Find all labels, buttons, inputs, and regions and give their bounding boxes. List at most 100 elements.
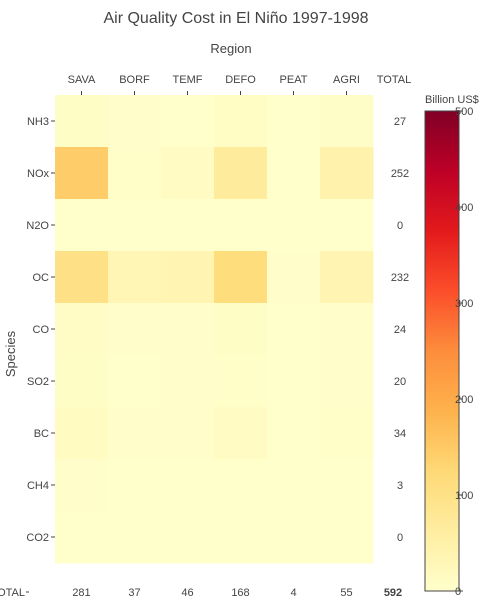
totals: 27 252 0 232 24 20 34 3 0 281 37 46 168 4 55 592	[72, 116, 409, 599]
row-total: 232	[391, 272, 409, 284]
x-tick-label: BORF	[119, 74, 150, 86]
x-axis-title: Region	[210, 41, 251, 56]
row-total: 0	[397, 532, 403, 544]
colorbar-ticks: 0 100 200 300 400 500	[455, 106, 473, 598]
x-tick-label: SAVA	[68, 74, 96, 86]
colorbar-tick-label: 400	[455, 202, 473, 214]
heatmap-cell	[267, 251, 321, 304]
colorbar-title: Billion US$	[425, 94, 479, 106]
grand-total: 592	[384, 587, 402, 599]
row-total: 24	[394, 324, 406, 336]
colorbar-tick-label: 0	[455, 586, 461, 598]
x-axis-ticks: SAVA BORF TEMF DEFO PEAT AGRI	[68, 74, 360, 95]
heatmap-cell	[214, 147, 268, 200]
y-tick-label: SO2	[27, 376, 49, 388]
heatmap-cell	[108, 303, 162, 356]
colorbar-tick-label: 100	[455, 490, 473, 502]
column-total: 37	[128, 587, 140, 599]
heatmap-cell	[267, 95, 321, 148]
heatmap-cell	[55, 95, 109, 148]
heatmap-cell	[267, 147, 321, 200]
heatmap-cell	[214, 303, 268, 356]
heatmap-cell	[320, 407, 374, 460]
row-total: 34	[394, 428, 406, 440]
heatmap-cell	[55, 147, 109, 200]
colorbar-gradient	[424, 110, 460, 592]
row-total: 0	[397, 220, 403, 232]
heatmap-cell	[55, 459, 109, 512]
heatmap-cell	[108, 355, 162, 408]
heatmap-cell	[161, 355, 215, 408]
heatmap-cell	[108, 459, 162, 512]
heatmap-cell	[214, 251, 268, 304]
heatmap-cell	[55, 407, 109, 460]
heatmap-cell	[108, 511, 162, 564]
heatmap-cell	[320, 199, 374, 252]
heatmap-cell	[267, 199, 321, 252]
heatmap-cell	[55, 511, 109, 564]
heatmap-cell	[161, 303, 215, 356]
heatmap-cell	[161, 459, 215, 512]
colorbar-tick-label: 500	[455, 106, 473, 118]
y-tick-label: BC	[34, 428, 49, 440]
heatmap-cell	[214, 407, 268, 460]
heatmap-cell	[267, 303, 321, 356]
column-total: 168	[231, 587, 249, 599]
heatmap-cell	[320, 459, 374, 512]
row-total: 20	[394, 376, 406, 388]
x-tick-label: PEAT	[280, 74, 308, 86]
y-tick-label: CO2	[26, 532, 49, 544]
heatmap-cell	[320, 95, 374, 148]
y-tick-label: CH4	[27, 480, 49, 492]
heatmap-cell	[161, 95, 215, 148]
heatmap-cell	[161, 147, 215, 200]
heatmap-cell	[161, 407, 215, 460]
heatmap-cell	[214, 95, 268, 148]
heatmap-cell	[267, 355, 321, 408]
colorbar-tick-label: 300	[455, 298, 473, 310]
heatmap-cell	[108, 147, 162, 200]
row-total: 27	[394, 116, 406, 128]
heatmap-cell	[267, 511, 321, 564]
x-tick-label: DEFO	[225, 74, 256, 86]
y-tick-label: N2O	[26, 220, 49, 232]
colorbar: Billion US$ 0 100 200 300 400 500	[424, 94, 479, 598]
heatmap-cell	[214, 511, 268, 564]
heatmap-cell	[320, 147, 374, 200]
row-total: 252	[391, 168, 409, 180]
y-axis-title: Species	[3, 330, 18, 377]
heatmap-cell	[267, 459, 321, 512]
heatmap-cell	[214, 459, 268, 512]
heatmap-cell	[108, 199, 162, 252]
heatmap-cell	[108, 407, 162, 460]
heatmap-cell	[267, 407, 321, 460]
column-total: 281	[72, 587, 90, 599]
y-tick-label: OC	[33, 272, 50, 284]
column-total-header: TOTAL	[377, 74, 411, 86]
heatmap-cell	[55, 355, 109, 408]
heatmap-cell	[55, 199, 109, 252]
column-total: 46	[181, 587, 193, 599]
colorbar-tick-label: 200	[455, 394, 473, 406]
row-total-header: TOTAL	[0, 587, 25, 599]
heatmap-cell	[320, 511, 374, 564]
y-tick-label: NOx	[27, 168, 50, 180]
heatmap-cell	[108, 95, 162, 148]
row-total: 3	[397, 480, 403, 492]
column-total: 4	[290, 587, 296, 599]
heatmap-cell	[161, 251, 215, 304]
y-tick-label: CO	[33, 324, 50, 336]
heatmap-cell	[55, 251, 109, 304]
heatmap-cells	[55, 95, 374, 564]
x-tick-label: TEMF	[173, 74, 203, 86]
heatmap-cell	[320, 355, 374, 408]
y-tick-label: NH3	[27, 116, 49, 128]
heatmap-cell	[108, 251, 162, 304]
heatmap-cell	[320, 251, 374, 304]
heatmap-cell	[161, 199, 215, 252]
x-tick-label: AGRI	[333, 74, 360, 86]
heatmap-cell	[161, 511, 215, 564]
heatmap-cell	[55, 303, 109, 356]
chart-title: Air Quality Cost in El Niño 1997-1998	[103, 10, 368, 27]
